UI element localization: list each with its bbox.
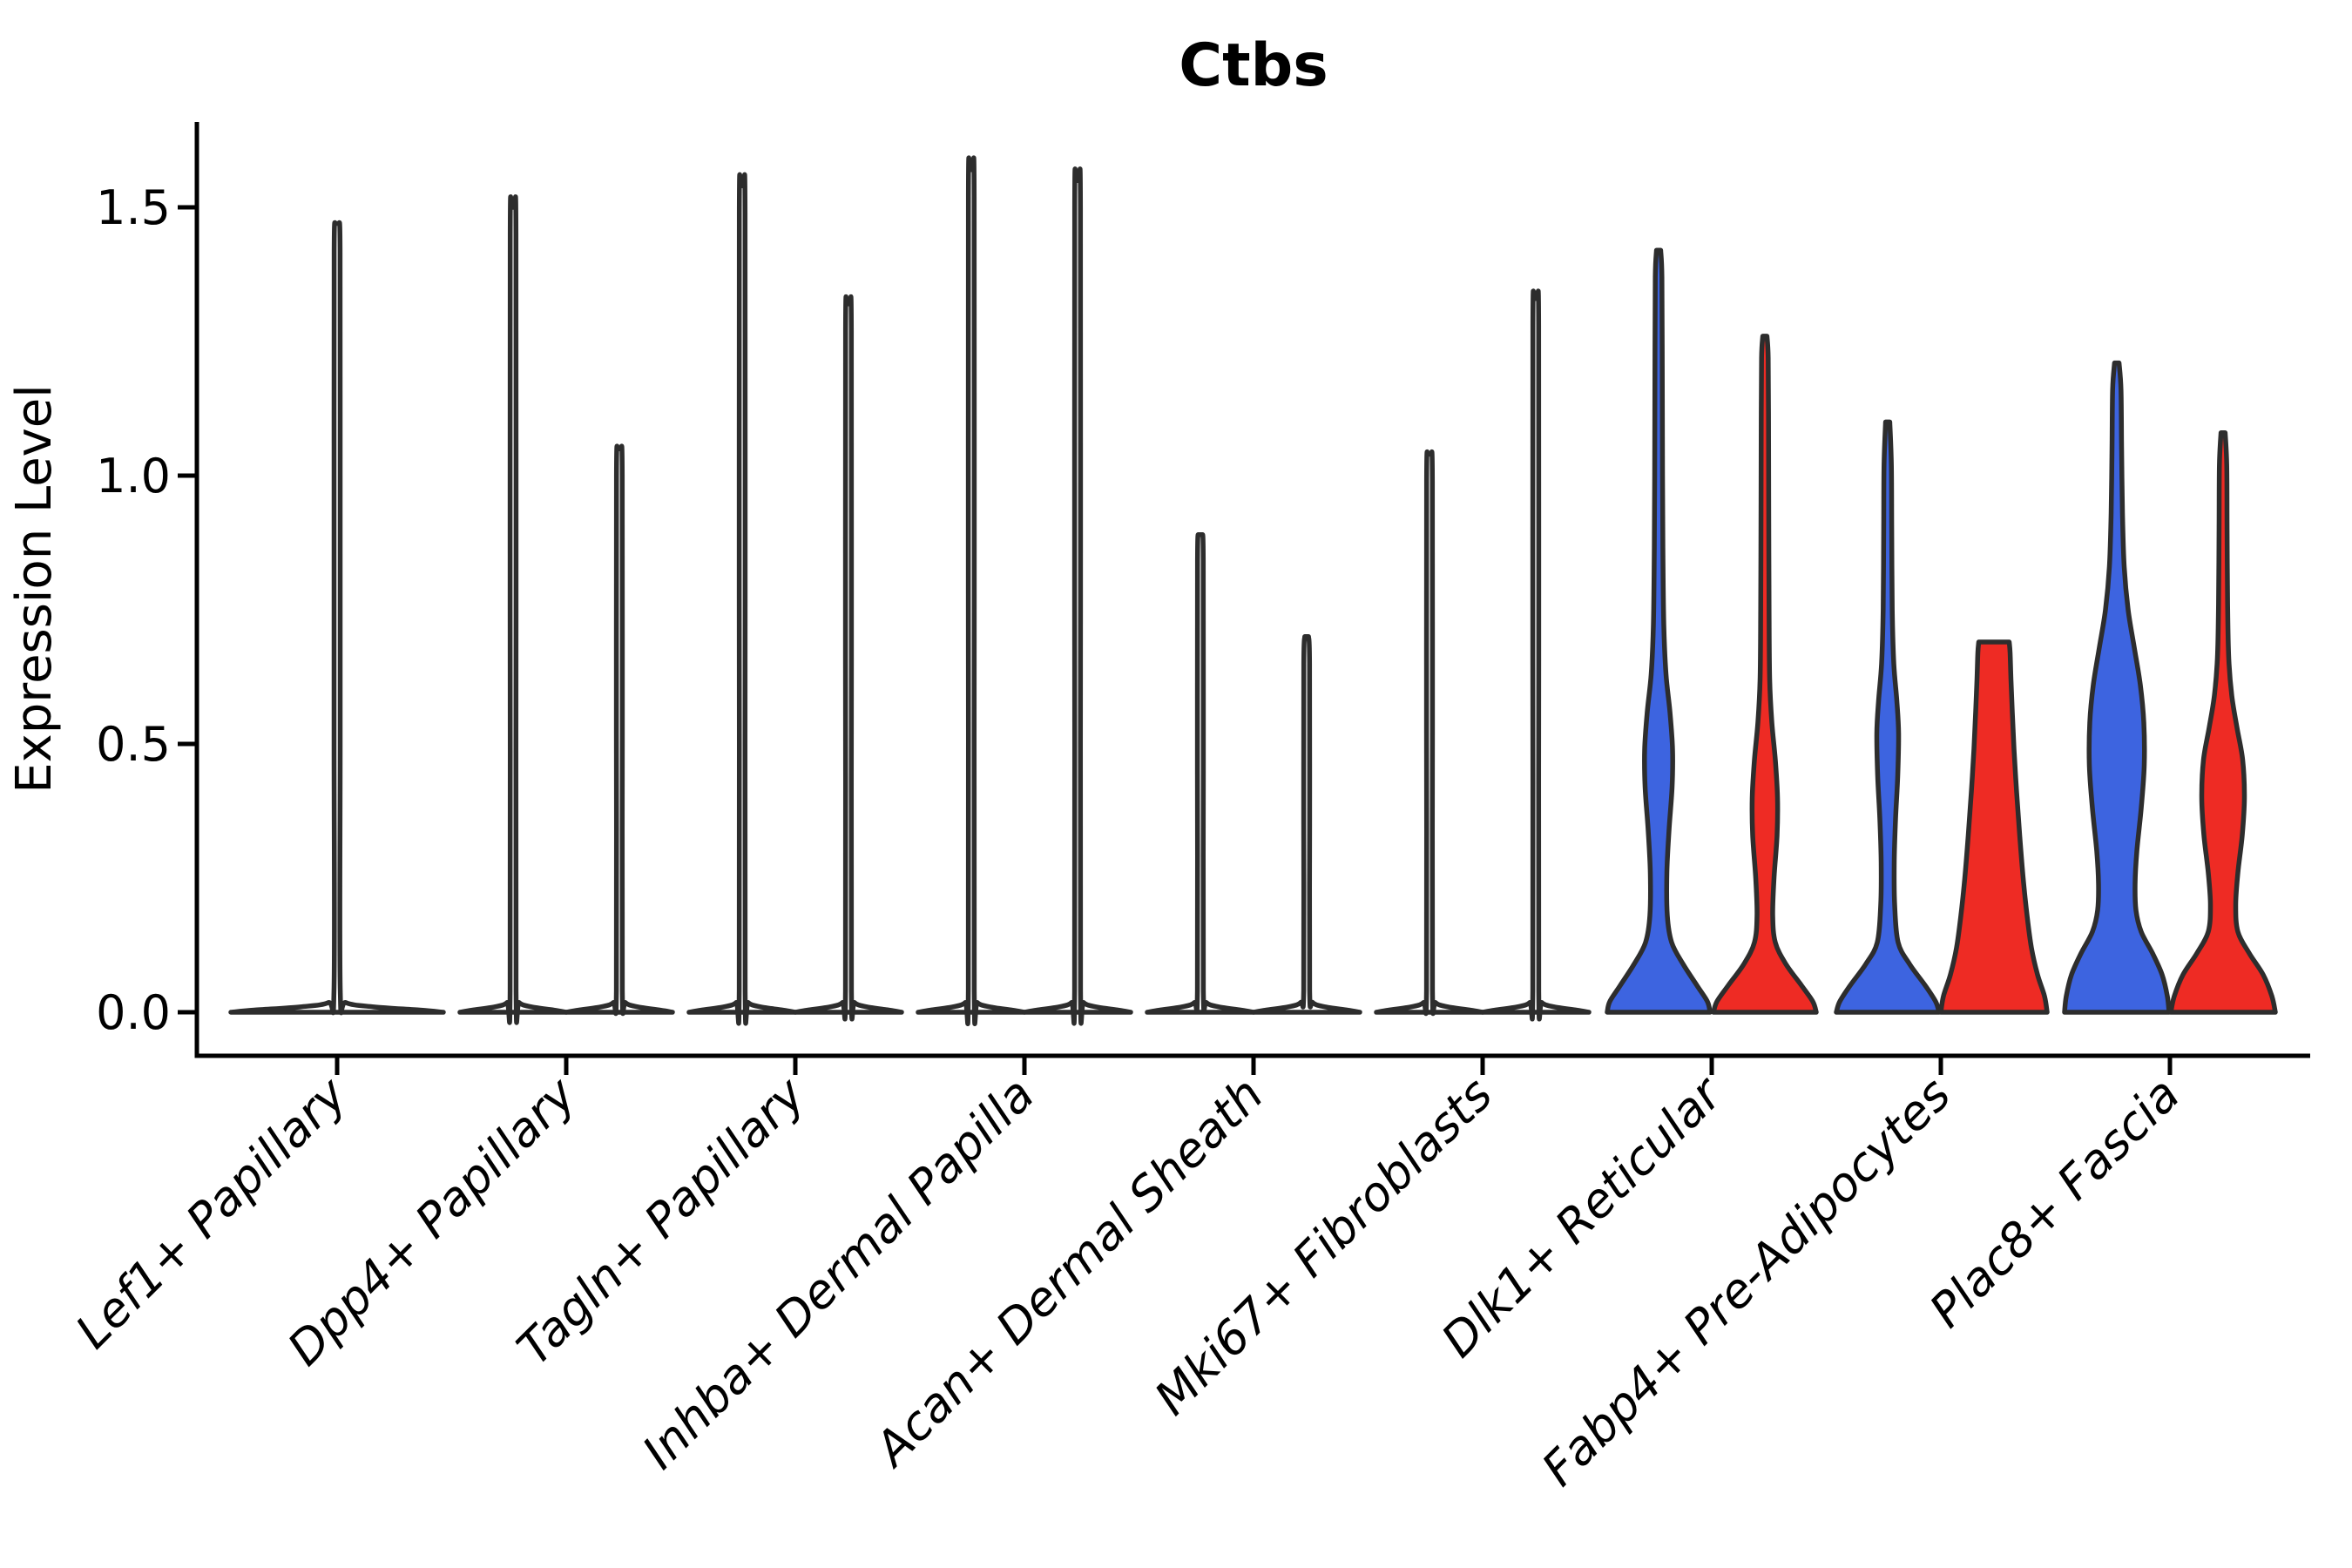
violin-inhba-left — [916, 155, 1027, 1026]
violin-acan-right — [1251, 634, 1362, 1015]
y-tick-label: 0.5 — [96, 717, 171, 772]
violin-dpp4-right — [564, 443, 675, 1017]
violin-lef1-center — [228, 220, 446, 1016]
violin-mki67-left — [1374, 449, 1485, 1017]
plot-title: Ctbs — [1179, 31, 1328, 100]
violin-fabp4-right — [1938, 639, 2050, 1015]
violin-dlk1-left — [1605, 247, 1713, 1015]
x-tick-label: Inhba+ Dermal Papilla — [632, 1067, 1044, 1480]
violin-dpp4-left — [457, 194, 569, 1025]
x-tick-label: Acan+ Dermal Sheath — [862, 1067, 1274, 1478]
violin-plac8-left — [2062, 360, 2172, 1015]
x-tick-label: Fabp4+ Pre-Adipocytes — [1531, 1067, 1961, 1497]
y-tick-label: 0.0 — [96, 985, 171, 1040]
y-tick-label: 1.0 — [96, 449, 171, 504]
violins-layer — [228, 155, 2278, 1026]
violin-plac8-right — [2168, 429, 2278, 1015]
y-axis-label: Expression Level — [6, 384, 63, 794]
violin-mki67-right — [1480, 288, 1592, 1022]
x-tick-label: Plac8+ Fascia — [1919, 1067, 2190, 1338]
violin-tagln-right — [793, 294, 904, 1022]
y-tick-label: 1.5 — [96, 180, 171, 235]
violin-acan-left — [1145, 532, 1256, 1015]
violin-inhba-right — [1022, 166, 1133, 1026]
violin-dlk1-right — [1711, 334, 1819, 1015]
violin-tagln-left — [686, 172, 798, 1026]
violin-fabp4-left — [1834, 419, 1942, 1015]
